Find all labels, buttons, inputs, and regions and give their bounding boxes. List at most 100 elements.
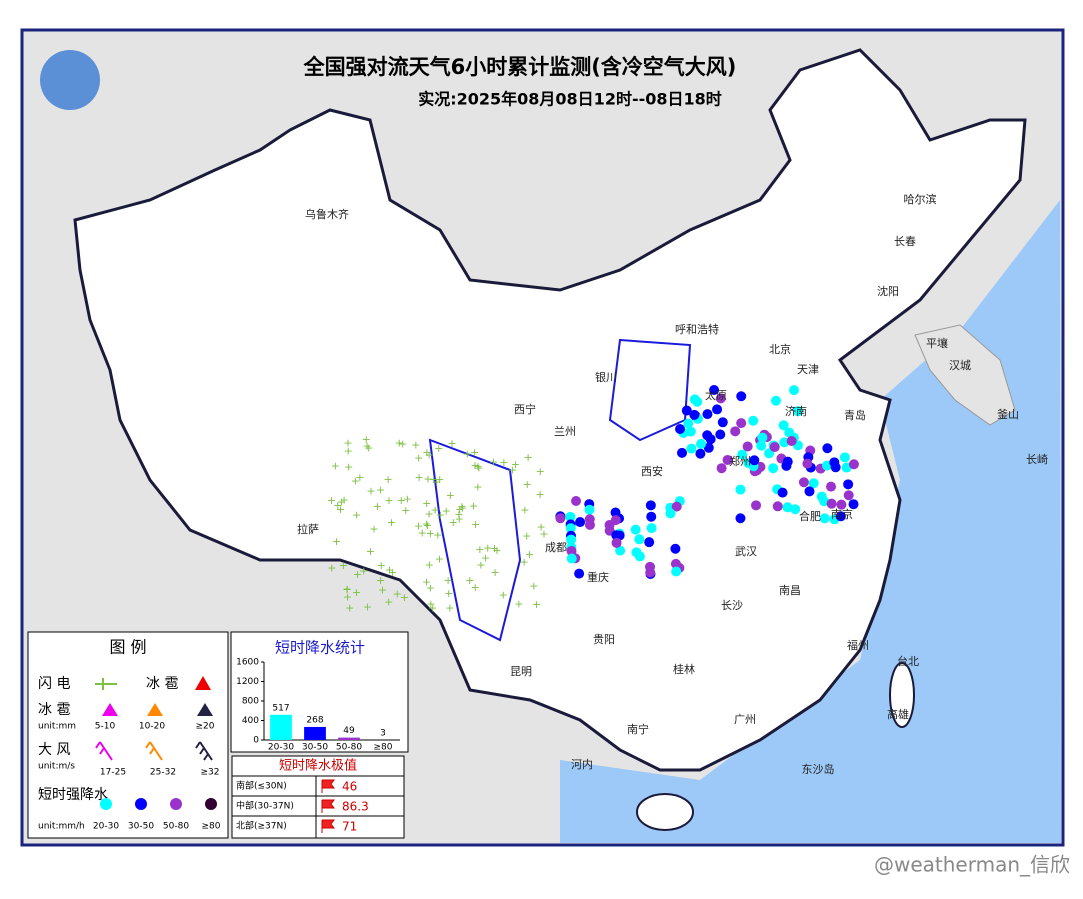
rain-dot (783, 502, 793, 512)
city-label: 合肥 (799, 509, 821, 523)
city-label: 西宁 (514, 402, 536, 416)
city-label: 乌鲁木齐 (305, 207, 349, 221)
lightning-mark: + (489, 455, 498, 468)
rain-dot (748, 416, 758, 426)
city-label: 北京 (769, 342, 791, 356)
lightning-mark: + (523, 451, 532, 464)
city-label: 呼和浩特 (675, 322, 719, 336)
rain-dot (584, 505, 594, 515)
rain-dot (787, 436, 797, 446)
region-label: 南部(≤30N) (236, 780, 287, 792)
legend-lightning: 闪 电 (38, 676, 70, 692)
city-label: 福州 (847, 638, 869, 652)
rain-dot (670, 544, 680, 554)
rain-dot (756, 441, 766, 451)
rain-dot (696, 439, 706, 449)
lightning-mark: + (363, 601, 372, 614)
lightning-mark: + (444, 587, 453, 600)
city-label: 银川 (595, 370, 617, 384)
lightning-mark: + (414, 520, 423, 533)
lightning-mark: + (465, 574, 474, 587)
legend-hail-size: 冰 雹 (38, 702, 70, 718)
hail-class: 10-20 (139, 722, 165, 732)
lightning-mark: + (426, 527, 435, 540)
lightning-mark: + (435, 552, 444, 565)
rain-dot (702, 430, 712, 440)
rain-dot (712, 404, 722, 414)
value-label: 49 (343, 726, 355, 736)
city-label: 汉城 (949, 359, 971, 372)
y-tick-label: 800 (242, 697, 259, 707)
city-label: 长崎 (1026, 452, 1048, 466)
value-label: 3 (380, 728, 386, 738)
city-label: 河内 (571, 757, 593, 771)
lightning-mark: + (436, 508, 445, 521)
lightning-mark: + (514, 598, 523, 611)
lightning-mark: + (393, 587, 402, 600)
bar (304, 727, 326, 740)
legend-wind-unit: unit:m/s (38, 762, 75, 772)
extreme-value: 86.3 (342, 800, 369, 814)
x-tick-label: 20-30 (268, 743, 294, 753)
lightning-mark: + (401, 504, 410, 517)
lightning-mark: + (473, 481, 482, 494)
lightning-mark: + (428, 601, 437, 614)
wind-class: 25-32 (150, 768, 176, 778)
lightning-mark: + (339, 559, 348, 572)
lightning-mark: + (474, 462, 483, 475)
lightning-mark: + (471, 518, 480, 531)
rain-dot (735, 513, 745, 523)
city-label: 南昌 (779, 584, 801, 597)
lightning-mark: + (483, 542, 492, 555)
chart-title: 短时降水统计 (275, 639, 365, 657)
rain-20 (100, 798, 112, 810)
city-label: 济南 (785, 404, 807, 418)
rain-dot (575, 517, 585, 527)
city-label: 高雄 (887, 707, 909, 721)
city-label: 武汉 (735, 545, 757, 558)
city-label: 青岛 (844, 408, 866, 422)
rain-dot (683, 419, 693, 429)
rain-dot (715, 430, 725, 440)
lightning-mark: + (387, 516, 396, 529)
rain-dot (784, 427, 794, 437)
rain-dot (789, 385, 799, 395)
rain-dot (702, 409, 712, 419)
city-label: 桂林 (673, 662, 695, 676)
legend-rain-unit: unit:mm/h (38, 822, 85, 832)
rain-dot (843, 479, 853, 489)
rain-dot (802, 459, 812, 469)
city-label: 沈阳 (877, 284, 899, 298)
lightning-mark: + (352, 509, 361, 522)
bar (338, 738, 360, 740)
city-label: 昆明 (510, 665, 532, 678)
lightning-mark: + (522, 530, 531, 543)
rain-dot (631, 525, 641, 535)
lightning-mark: + (385, 563, 394, 576)
rain-class: 50-80 (163, 822, 189, 832)
legend-rain: 短时强降水 (38, 787, 108, 803)
rain-class: 20-30 (93, 822, 119, 832)
rain-dot (644, 537, 654, 547)
city-label: 哈尔滨 (904, 192, 937, 206)
rain-dot (555, 513, 565, 523)
rain-dot (677, 448, 687, 458)
city-label: 釜山 (997, 407, 1019, 421)
rain-dot (826, 482, 836, 492)
city-label: 成都 (545, 541, 567, 554)
rain-dot (849, 459, 859, 469)
city-label: 西安 (641, 464, 663, 478)
lightning-mark: + (366, 485, 375, 498)
lightning-mark: + (491, 566, 500, 579)
rain-dot (585, 520, 595, 530)
lightning-mark: + (355, 471, 364, 484)
region-label: 中部(30-37N) (236, 800, 294, 812)
watermark: @weatherman_信欣 (874, 853, 1070, 877)
lightning-mark: + (425, 559, 434, 572)
logo (40, 50, 100, 110)
rain-dot (829, 457, 839, 467)
lightning-mark: + (445, 601, 454, 614)
city-label: 贵阳 (593, 633, 615, 646)
subtitle: 实况:2025年08月08日12时--08日18时 (418, 90, 722, 109)
